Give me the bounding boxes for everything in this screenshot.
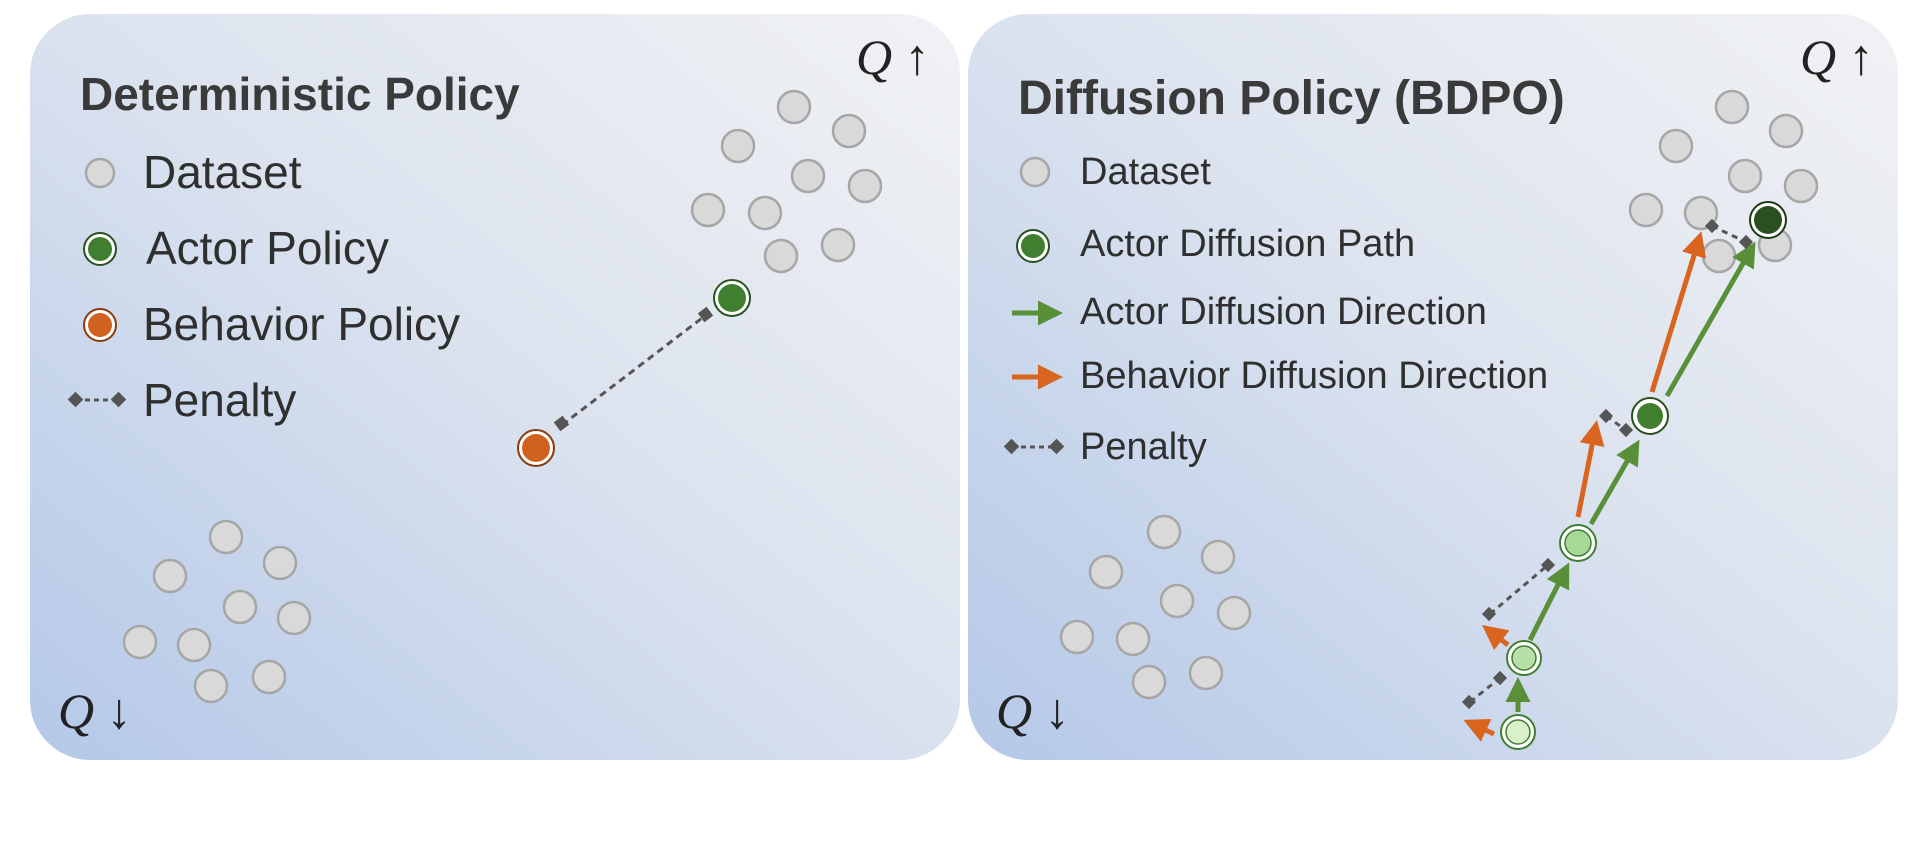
actor-diffusion-path-point-3 bbox=[1559, 524, 1597, 562]
legend-actor-direction-label: Actor Diffusion Direction bbox=[1080, 291, 1487, 333]
actor-diffusion-path-point-2 bbox=[1506, 640, 1542, 676]
legend-dataset-marker bbox=[84, 157, 116, 189]
high-q-dataset-cluster bbox=[1628, 89, 1819, 274]
behavior-diffusion-directions bbox=[1463, 231, 1707, 742]
legend-behavior-direction-label: Behavior Diffusion Direction bbox=[1080, 355, 1548, 397]
actor-direction-arrow-2 bbox=[1527, 562, 1570, 642]
behavior-direction-arrow-4 bbox=[1649, 231, 1707, 393]
left-panel-title: Deterministic Policy bbox=[80, 68, 520, 120]
high-q-dataset-cluster bbox=[690, 89, 883, 274]
left-panel: Deterministic Policy Dataset Actor Polic… bbox=[30, 14, 960, 760]
right-panel-title: Diffusion Policy (BDPO) bbox=[1018, 72, 1565, 125]
penalty-connector-2 bbox=[1481, 557, 1556, 622]
actor-diffusion-path-point-1 bbox=[1500, 714, 1536, 750]
legend-actor-marker bbox=[88, 237, 112, 261]
low-q-dataset-cluster bbox=[1059, 514, 1252, 700]
legend-dataset-marker bbox=[1019, 156, 1051, 188]
behavior-direction-arrow-3 bbox=[1575, 420, 1605, 518]
behavior-direction-arrow-2 bbox=[1482, 624, 1510, 651]
penalty-connector-4 bbox=[1704, 218, 1754, 250]
legend-dataset-label: Dataset bbox=[1080, 151, 1211, 193]
q-low-label: Q ↓ bbox=[58, 683, 132, 739]
actor-policy-point bbox=[713, 279, 751, 317]
penalty-connector-3 bbox=[1598, 408, 1634, 438]
actor-direction-arrow-3 bbox=[1588, 439, 1640, 526]
legend-penalty-label: Penalty bbox=[1080, 426, 1207, 468]
actor-diffusion-path-point-5 bbox=[1749, 201, 1787, 239]
legend-penalty-label: Penalty bbox=[143, 374, 296, 426]
behavior-direction-arrow-1 bbox=[1463, 719, 1496, 742]
legend-behavior-marker bbox=[88, 313, 112, 337]
actor-direction-arrow-4 bbox=[1664, 241, 1756, 398]
actor-diffusion-directions bbox=[1505, 241, 1756, 712]
left-panel-background bbox=[30, 14, 960, 760]
right-panel-background bbox=[968, 14, 1898, 760]
low-q-dataset-cluster bbox=[122, 519, 312, 704]
q-high-label: Q ↑ bbox=[1800, 29, 1874, 85]
legend-actor-label: Actor Policy bbox=[146, 222, 389, 274]
actor-diffusion-path-point-4 bbox=[1631, 397, 1669, 435]
q-high-label: Q ↑ bbox=[856, 29, 930, 85]
legend-actor-path-marker bbox=[1021, 234, 1045, 258]
legend-dataset-label: Dataset bbox=[143, 146, 302, 198]
penalty-connector-1 bbox=[1461, 670, 1508, 710]
q-low-label: Q ↓ bbox=[996, 683, 1070, 739]
behavior-policy-point bbox=[517, 429, 555, 467]
penalty-connectors bbox=[1461, 218, 1754, 710]
penalty-connector bbox=[553, 306, 714, 432]
legend-actor-path-label: Actor Diffusion Path bbox=[1080, 223, 1415, 265]
right-panel: Diffusion Policy (BDPO) Dataset Actor Di… bbox=[968, 14, 1898, 760]
legend-behavior-label: Behavior Policy bbox=[143, 298, 460, 350]
